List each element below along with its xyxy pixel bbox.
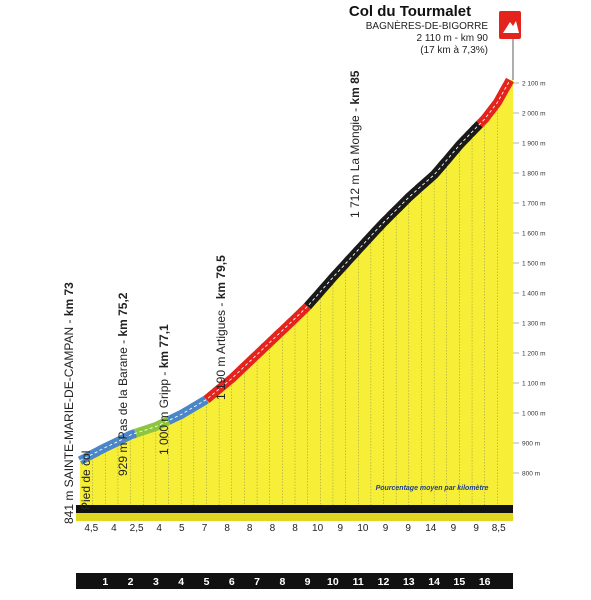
- waypoint-km: km 79,5: [214, 255, 228, 299]
- km-tick-label: 9: [305, 576, 311, 588]
- waypoint-name: 1 000 m Gripp -: [157, 368, 171, 455]
- altitude-axis: 800 m 900 m 1 000 m 1 100 m 1 200 m 1 300 m 1 …: [513, 80, 546, 477]
- percent-label: 8,5: [492, 523, 506, 534]
- percent-label: 4,5: [84, 523, 98, 534]
- percent-label: 8: [270, 523, 276, 534]
- waypoint-name: 1 712 m La Mongie -: [348, 105, 362, 218]
- percent-label: 5: [179, 523, 185, 534]
- altitude-tick-label: 2 000 m: [522, 110, 546, 117]
- summit-average: (17 km à 7,3%): [420, 45, 488, 56]
- altitude-tick-label: 1 400 m: [522, 290, 546, 297]
- km-axis-band: [76, 573, 513, 589]
- profile-edge: [77, 77, 514, 465]
- km-gridlines: [92, 106, 498, 508]
- percent-label: 8: [292, 523, 298, 534]
- percent-label: 9: [405, 523, 411, 534]
- summit-flag-icon: [499, 11, 521, 39]
- km-tick-label: 3: [153, 576, 159, 588]
- waypoint-label: 929 m Pas de la Barane - km 75,2: [116, 292, 130, 476]
- percent-labels: 4,5 4 2,5 4 5 7 8 8 8 8 10 9 10 9 9 14 9 9 8,5: [84, 523, 506, 534]
- km-tick-label: 8: [279, 576, 285, 588]
- percent-label: 14: [425, 523, 437, 534]
- waypoint-name: 841 m SAINTE-MARIE-DE-CAMPAN -: [62, 316, 76, 524]
- waypoint-label: 1 000 m Gripp - km 77,1: [157, 324, 171, 455]
- percent-label: 8: [247, 523, 253, 534]
- altitude-tick-label: 2 100 m: [522, 80, 546, 87]
- km-tick-label: 5: [204, 576, 210, 588]
- km-tick-label: 1: [102, 576, 108, 588]
- percent-label: 4: [111, 523, 117, 534]
- altitude-tick-label: 1 900 m: [522, 140, 546, 147]
- profile-area: [80, 80, 513, 521]
- km-tick-label: 4: [178, 576, 184, 588]
- waypoint-km: km 85: [348, 70, 362, 104]
- waypoint-label: 841 m SAINTE-MARIE-DE-CAMPAN - km 73: [62, 282, 76, 524]
- percent-label: 9: [473, 523, 479, 534]
- waypoint-label: 1 190 m Artigues - km 79,5: [214, 255, 228, 400]
- km-axis: 1 2 3 4 5 6 7 8 9 10 11 12 13 14 15 16: [102, 576, 490, 588]
- km-tick-label: 13: [403, 576, 415, 588]
- altitude-tick-label: 1 800 m: [522, 170, 546, 177]
- waypoint-name: 929 m Pas de la Barane -: [116, 337, 130, 476]
- km-tick-label: 11: [353, 576, 364, 588]
- km-tick-label: 6: [229, 576, 235, 588]
- altitude-tick-label: 1 600 m: [522, 230, 546, 237]
- km-tick-label: 16: [479, 576, 491, 588]
- altitude-tick-label: 1 100 m: [522, 380, 546, 387]
- km-tick-label: 12: [378, 576, 390, 588]
- altitude-tick-label: 1 200 m: [522, 350, 546, 357]
- km-tick-label: 14: [428, 576, 440, 588]
- altitude-tick-label: 1 000 m: [522, 410, 546, 417]
- summit-town: BAGNÈRES-DE-BIGORRE: [366, 19, 489, 32]
- waypoint-name: 1 190 m Artigues -: [214, 299, 228, 400]
- altitude-tick-label: 1 700 m: [522, 200, 546, 207]
- altitude-tick-label: 1 300 m: [522, 320, 546, 327]
- percent-label: 7: [202, 523, 208, 534]
- waypoint-label: 1 712 m La Mongie - km 85: [348, 70, 362, 218]
- altitude-tick-label: 900 m: [522, 440, 540, 447]
- waypoint-km: km 77,1: [157, 324, 171, 368]
- km-tick-label: 7: [254, 576, 260, 588]
- altitude-tick-label: 800 m: [522, 470, 540, 477]
- percent-label: 10: [357, 523, 369, 534]
- percent-label: 4: [156, 523, 162, 534]
- waypoint-sub-label: Pied de col: [79, 451, 93, 510]
- percent-label: 9: [338, 523, 344, 534]
- percent-label: 9: [451, 523, 457, 534]
- percent-label: 8: [224, 523, 230, 534]
- summit-title: Col du Tourmalet: [349, 3, 471, 20]
- summit-altitude: 2 110 m - km 90: [416, 33, 488, 44]
- percent-label: 2,5: [130, 523, 144, 534]
- waypoint-km: km 73: [62, 282, 76, 316]
- altitude-tick-label: 1 500 m: [522, 260, 546, 267]
- waypoint-km: km 75,2: [116, 292, 130, 336]
- profile-center-dash: [79, 79, 511, 462]
- percent-label: 10: [312, 523, 324, 534]
- km-tick-label: 10: [327, 576, 339, 588]
- km-tick-label: 15: [454, 576, 466, 588]
- base-band-top: [76, 505, 513, 513]
- percent-label: 9: [383, 523, 389, 534]
- waypoint-labels: 841 m SAINTE-MARIE-DE-CAMPAN - km 73Pied…: [62, 70, 362, 524]
- km-tick-label: 2: [128, 576, 134, 588]
- average-per-km-note: Pourcentage moyen par kilomètre: [376, 485, 489, 492]
